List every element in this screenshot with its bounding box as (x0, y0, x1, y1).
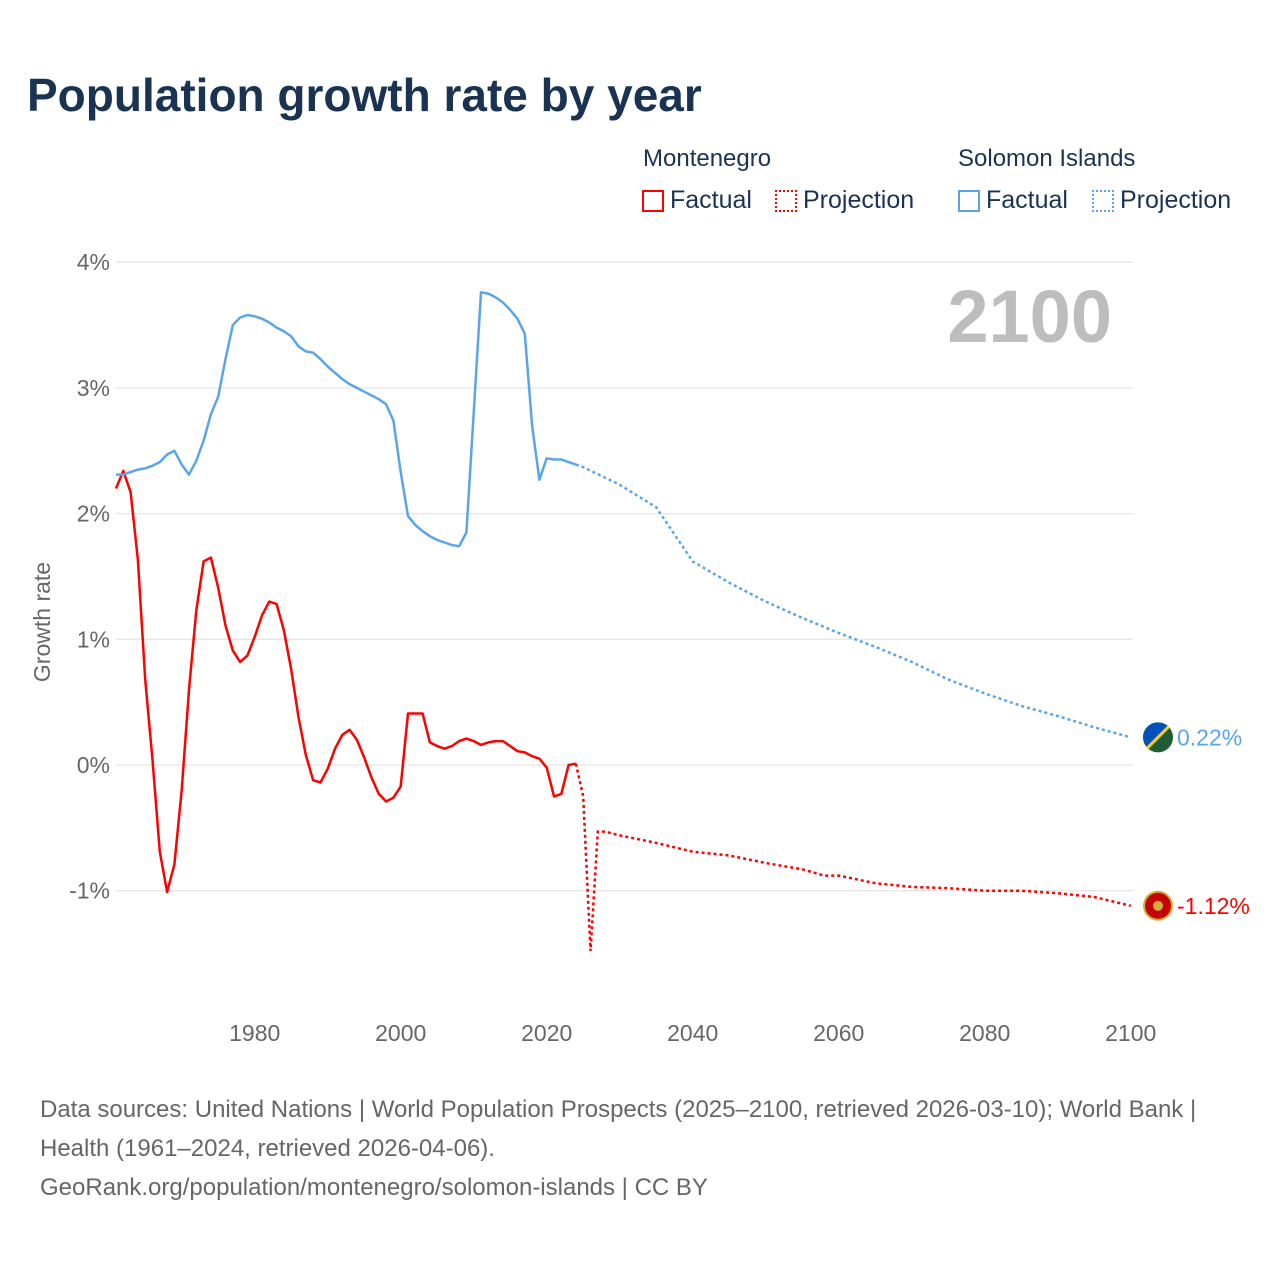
footer: Data sources: United Nations | World Pop… (40, 1090, 1240, 1207)
x-tick-label: 2020 (521, 1020, 572, 1046)
legend-label: Factual (986, 186, 1068, 214)
x-tick-label: 2100 (1105, 1020, 1156, 1046)
montenegro-flag-icon (1143, 890, 1173, 921)
legend-solomon-projection[interactable]: Projection (1092, 186, 1231, 215)
x-tick-label: 2040 (667, 1020, 718, 1046)
legend-label: Projection (1120, 186, 1232, 214)
x-tick-label: 2000 (375, 1020, 426, 1046)
legend-label: Projection (803, 186, 915, 214)
y-tick-label: 0% (77, 752, 110, 778)
dotted-swatch-icon (1092, 189, 1114, 212)
legend-montenegro-factual[interactable]: Factual (642, 186, 752, 215)
x-tick-label: 2080 (959, 1020, 1010, 1046)
solomon-islands-factual-line (116, 291, 577, 548)
montenegro-end-value: -1.12% (1177, 893, 1250, 919)
y-tick-label: -1% (69, 878, 110, 904)
solid-swatch-icon (642, 189, 664, 212)
y-tick-label: 1% (77, 626, 110, 652)
y-axis-label: Growth rate (29, 562, 55, 682)
montenegro-projection-line (574, 763, 1131, 952)
solid-swatch-icon (958, 189, 980, 212)
solomon-islands-flag-icon (1143, 722, 1173, 753)
current-year-label: 2100 (947, 275, 1112, 358)
legend-solomon-title: Solomon Islands (958, 145, 1136, 172)
y-tick-label: 2% (77, 501, 110, 527)
data-sources: Data sources: United Nations | World Pop… (40, 1096, 1197, 1162)
page-title: Population growth rate by year (27, 69, 702, 121)
solomon-islands-projection-line (575, 463, 1132, 739)
legend-montenegro-title: Montenegro (643, 145, 772, 172)
solomon-islands-end-value: 0.22% (1177, 724, 1242, 750)
y-tick-label: 3% (77, 375, 110, 401)
x-tick-label: 1980 (229, 1020, 280, 1046)
y-tick-label: 4% (77, 249, 110, 275)
dotted-swatch-icon (775, 189, 797, 212)
legend-montenegro-projection[interactable]: Projection (775, 186, 914, 215)
source-link[interactable]: GeoRank.org/population/montenegro/solomo… (40, 1174, 708, 1201)
legend-solomon-factual[interactable]: Factual (958, 186, 1068, 215)
montenegro-factual-line (114, 469, 577, 894)
x-tick-label: 2060 (813, 1020, 864, 1046)
legend-label: Factual (670, 186, 752, 214)
